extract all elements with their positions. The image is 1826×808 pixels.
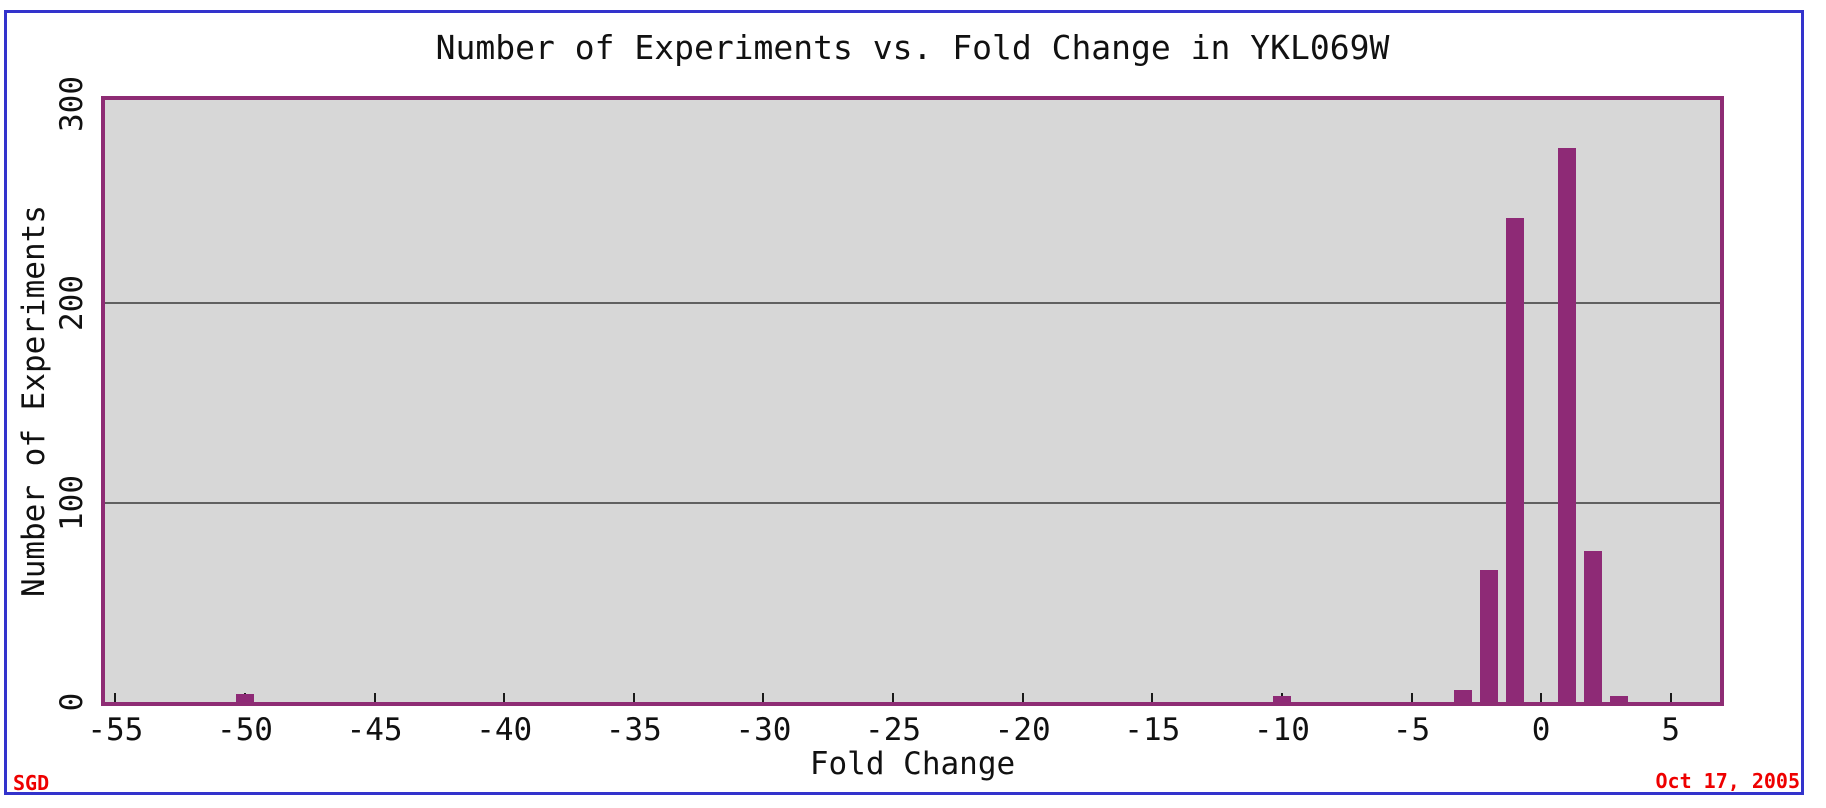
histogram-bar-x--50	[235, 694, 255, 702]
histogram-bar-x--10	[1272, 696, 1291, 702]
date-label: Oct 17, 2005	[1655, 769, 1801, 793]
x-tick-label--40: -40	[476, 712, 533, 748]
y-tick-label-0: 0	[54, 692, 90, 712]
image-border	[4, 10, 1804, 795]
gridline-y-200	[105, 302, 1720, 305]
x-tick-label-0: 0	[1531, 712, 1551, 748]
histogram-bar-x-2	[1583, 550, 1603, 702]
x-axis-title: Fold Change	[809, 746, 1016, 782]
x-tick-label--35: -35	[605, 712, 662, 748]
histogram-bar-x-1	[1557, 147, 1577, 702]
x-tick-label--45: -45	[346, 712, 403, 748]
gridline-y-100	[105, 501, 1720, 504]
y-tick-label-100: 100	[54, 474, 90, 531]
chart-title: Number of Experiments vs. Fold Change in…	[435, 28, 1390, 67]
y-tick-label-200: 200	[54, 275, 90, 332]
y-axis-title: Number of Experiments	[16, 205, 52, 597]
x-tick-mark--15	[1151, 693, 1154, 702]
y-tick-label-300: 300	[54, 75, 90, 132]
x-tick-label--15: -15	[1124, 712, 1181, 748]
x-tick-label--20: -20	[994, 712, 1051, 748]
x-tick-mark--35	[632, 693, 635, 702]
sgd-attribution-label: SGD	[13, 771, 50, 795]
histogram-bar-x--1	[1506, 217, 1525, 702]
x-tick-label--55: -55	[87, 712, 144, 748]
x-tick-mark--45	[373, 693, 376, 702]
x-tick-label--5: -5	[1392, 712, 1431, 748]
x-tick-mark-0	[1540, 693, 1543, 702]
x-tick-mark--30	[762, 693, 765, 702]
x-tick-label-5: 5	[1661, 712, 1681, 748]
x-tick-label--50: -50	[216, 712, 273, 748]
histogram-bar-x--3	[1454, 690, 1473, 702]
x-tick-mark-5	[1669, 693, 1672, 702]
x-tick-mark--25	[892, 693, 895, 702]
x-tick-mark--20	[1021, 693, 1024, 702]
histogram-bar-x-3	[1609, 696, 1628, 702]
x-tick-mark--40	[503, 693, 506, 702]
x-tick-label--10: -10	[1253, 712, 1310, 748]
x-tick-label--25: -25	[865, 712, 922, 748]
histogram-bar-x--2	[1480, 570, 1499, 702]
x-tick-mark--55	[114, 693, 117, 702]
x-tick-label--30: -30	[735, 712, 792, 748]
plot-area	[101, 96, 1724, 706]
x-tick-mark--5	[1410, 693, 1413, 702]
